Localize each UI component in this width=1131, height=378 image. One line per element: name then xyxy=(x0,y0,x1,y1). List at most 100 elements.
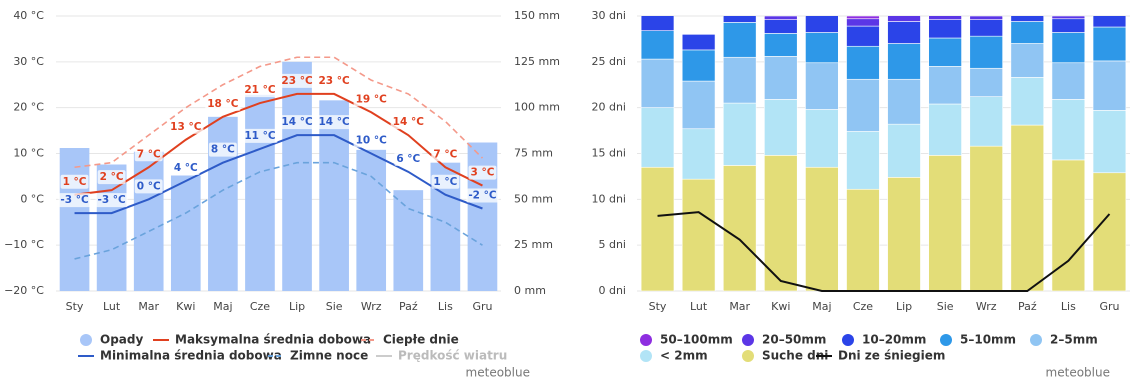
data-label-bg xyxy=(171,161,200,175)
bar xyxy=(393,190,424,291)
line-series xyxy=(74,161,483,260)
data-label-bg xyxy=(95,193,128,208)
bar-segment xyxy=(640,166,675,291)
data-label-bg xyxy=(316,73,352,88)
bar xyxy=(245,94,275,291)
legend-marker xyxy=(1030,334,1042,346)
legend-marker xyxy=(742,334,754,346)
y-tick-label: 30 °C xyxy=(13,55,44,68)
data-label: 3 °C xyxy=(470,167,494,179)
data-label-bg xyxy=(205,96,241,111)
precipitation-days-chart: 0 dni 5 dni 10 dni 15 dni 20 dni 25 dni 30 dni… xyxy=(591,7,1130,378)
bar-segment xyxy=(681,128,716,180)
bar-segment xyxy=(928,155,962,291)
data-label: 11 °C xyxy=(244,130,276,142)
bar-segment xyxy=(681,80,716,130)
bar-segment xyxy=(764,16,798,20)
bar-segment xyxy=(640,16,675,31)
data-label: 23 °C xyxy=(281,75,313,87)
line-series xyxy=(74,92,483,196)
bar-segment xyxy=(1011,8,1044,10)
data-label-bg xyxy=(134,147,163,162)
bar-segment xyxy=(722,165,757,291)
y-tick-label: 30 dni xyxy=(591,9,626,22)
data-label: 23 °C xyxy=(319,75,351,87)
y2-tick-label: 0 mm xyxy=(514,284,546,297)
x-tick-label: Lut xyxy=(103,300,121,313)
legend-marker xyxy=(640,350,652,362)
bar-segment xyxy=(928,103,962,156)
bar-segment xyxy=(1010,77,1045,126)
y-tick-label: 5 dni xyxy=(598,238,626,251)
data-label: -3 °C xyxy=(60,194,89,206)
x-tick-label: Mar xyxy=(138,300,159,313)
x-tick-label: Kwi xyxy=(176,300,195,313)
legend-marker xyxy=(940,334,952,346)
x-tick-label: Lip xyxy=(289,300,305,313)
bar-segment xyxy=(887,43,921,80)
bar-segment xyxy=(640,30,675,60)
data-label-bg xyxy=(431,174,460,189)
bar-segment xyxy=(1092,110,1127,174)
bar xyxy=(282,61,312,292)
y-tick-label: −20 °C xyxy=(4,284,44,297)
y2-tick-label: 100 mm xyxy=(514,101,560,114)
legend-label: Zimne noce xyxy=(290,349,368,363)
bar-segment xyxy=(1051,62,1086,100)
bar-segment xyxy=(887,21,921,44)
legend-label: Opady xyxy=(100,333,143,347)
x-tick-label: Lut xyxy=(690,300,708,313)
bar-segment xyxy=(969,19,1003,37)
bar-segment xyxy=(1010,43,1045,78)
y2-tick-label: 75 mm xyxy=(514,147,553,160)
legend-label: 2–5mm xyxy=(1050,333,1098,347)
bar-segment xyxy=(928,19,962,39)
y2-tick-label: 25 mm xyxy=(514,238,553,251)
bar-segment xyxy=(969,16,1003,20)
bar-segment xyxy=(929,7,962,10)
data-label-bg xyxy=(353,133,389,148)
x-tick-label: Paź xyxy=(399,300,418,313)
data-label: 14 °C xyxy=(319,116,351,128)
data-label: 19 °C xyxy=(356,93,388,105)
data-label-bg xyxy=(60,174,89,189)
climate-chart: −20 °C −10 °C 0 °C 10 °C 20 °C 30 °C 40 °C 0 mm… xyxy=(4,9,560,378)
bar xyxy=(59,148,90,291)
bar-segment xyxy=(764,33,798,57)
bar-segment xyxy=(887,177,921,291)
data-label-bg xyxy=(134,179,163,194)
legend-marker xyxy=(742,350,754,362)
data-label-bg xyxy=(353,92,389,107)
bar-segment xyxy=(1010,124,1045,291)
bar-segment xyxy=(722,102,757,166)
data-label-bg xyxy=(279,115,315,130)
legend-label: 20–50mm xyxy=(762,333,826,347)
data-label: 4 °C xyxy=(174,162,198,174)
data-label: 8 °C xyxy=(211,144,235,156)
y-tick-label: −10 °C xyxy=(4,238,44,251)
bar-segment xyxy=(681,49,716,82)
x-tick-label: Kwi xyxy=(771,300,790,313)
bar xyxy=(170,175,201,291)
bar-segment xyxy=(888,7,921,10)
credit: meteoblue xyxy=(466,366,530,378)
bar-segment xyxy=(969,67,1003,97)
bar-segment xyxy=(681,178,716,291)
bar-segment xyxy=(1092,60,1127,111)
data-label-bg xyxy=(390,115,426,130)
credit: meteoblue xyxy=(1046,366,1110,378)
bar-segment xyxy=(764,99,798,156)
data-label: 7 °C xyxy=(433,148,457,160)
line-series xyxy=(657,211,1111,292)
data-label-bg xyxy=(468,165,497,180)
bar-segment xyxy=(1093,7,1126,9)
legend-marker xyxy=(640,334,652,346)
bar-segment xyxy=(723,9,756,12)
bar-segment xyxy=(887,123,921,178)
x-tick-label: Gru xyxy=(1099,300,1119,313)
bar-segment xyxy=(846,18,880,27)
data-label: 18 °C xyxy=(207,98,239,110)
bar-segment xyxy=(722,56,757,104)
data-label-bg xyxy=(242,83,278,98)
bar-segment xyxy=(764,19,798,34)
